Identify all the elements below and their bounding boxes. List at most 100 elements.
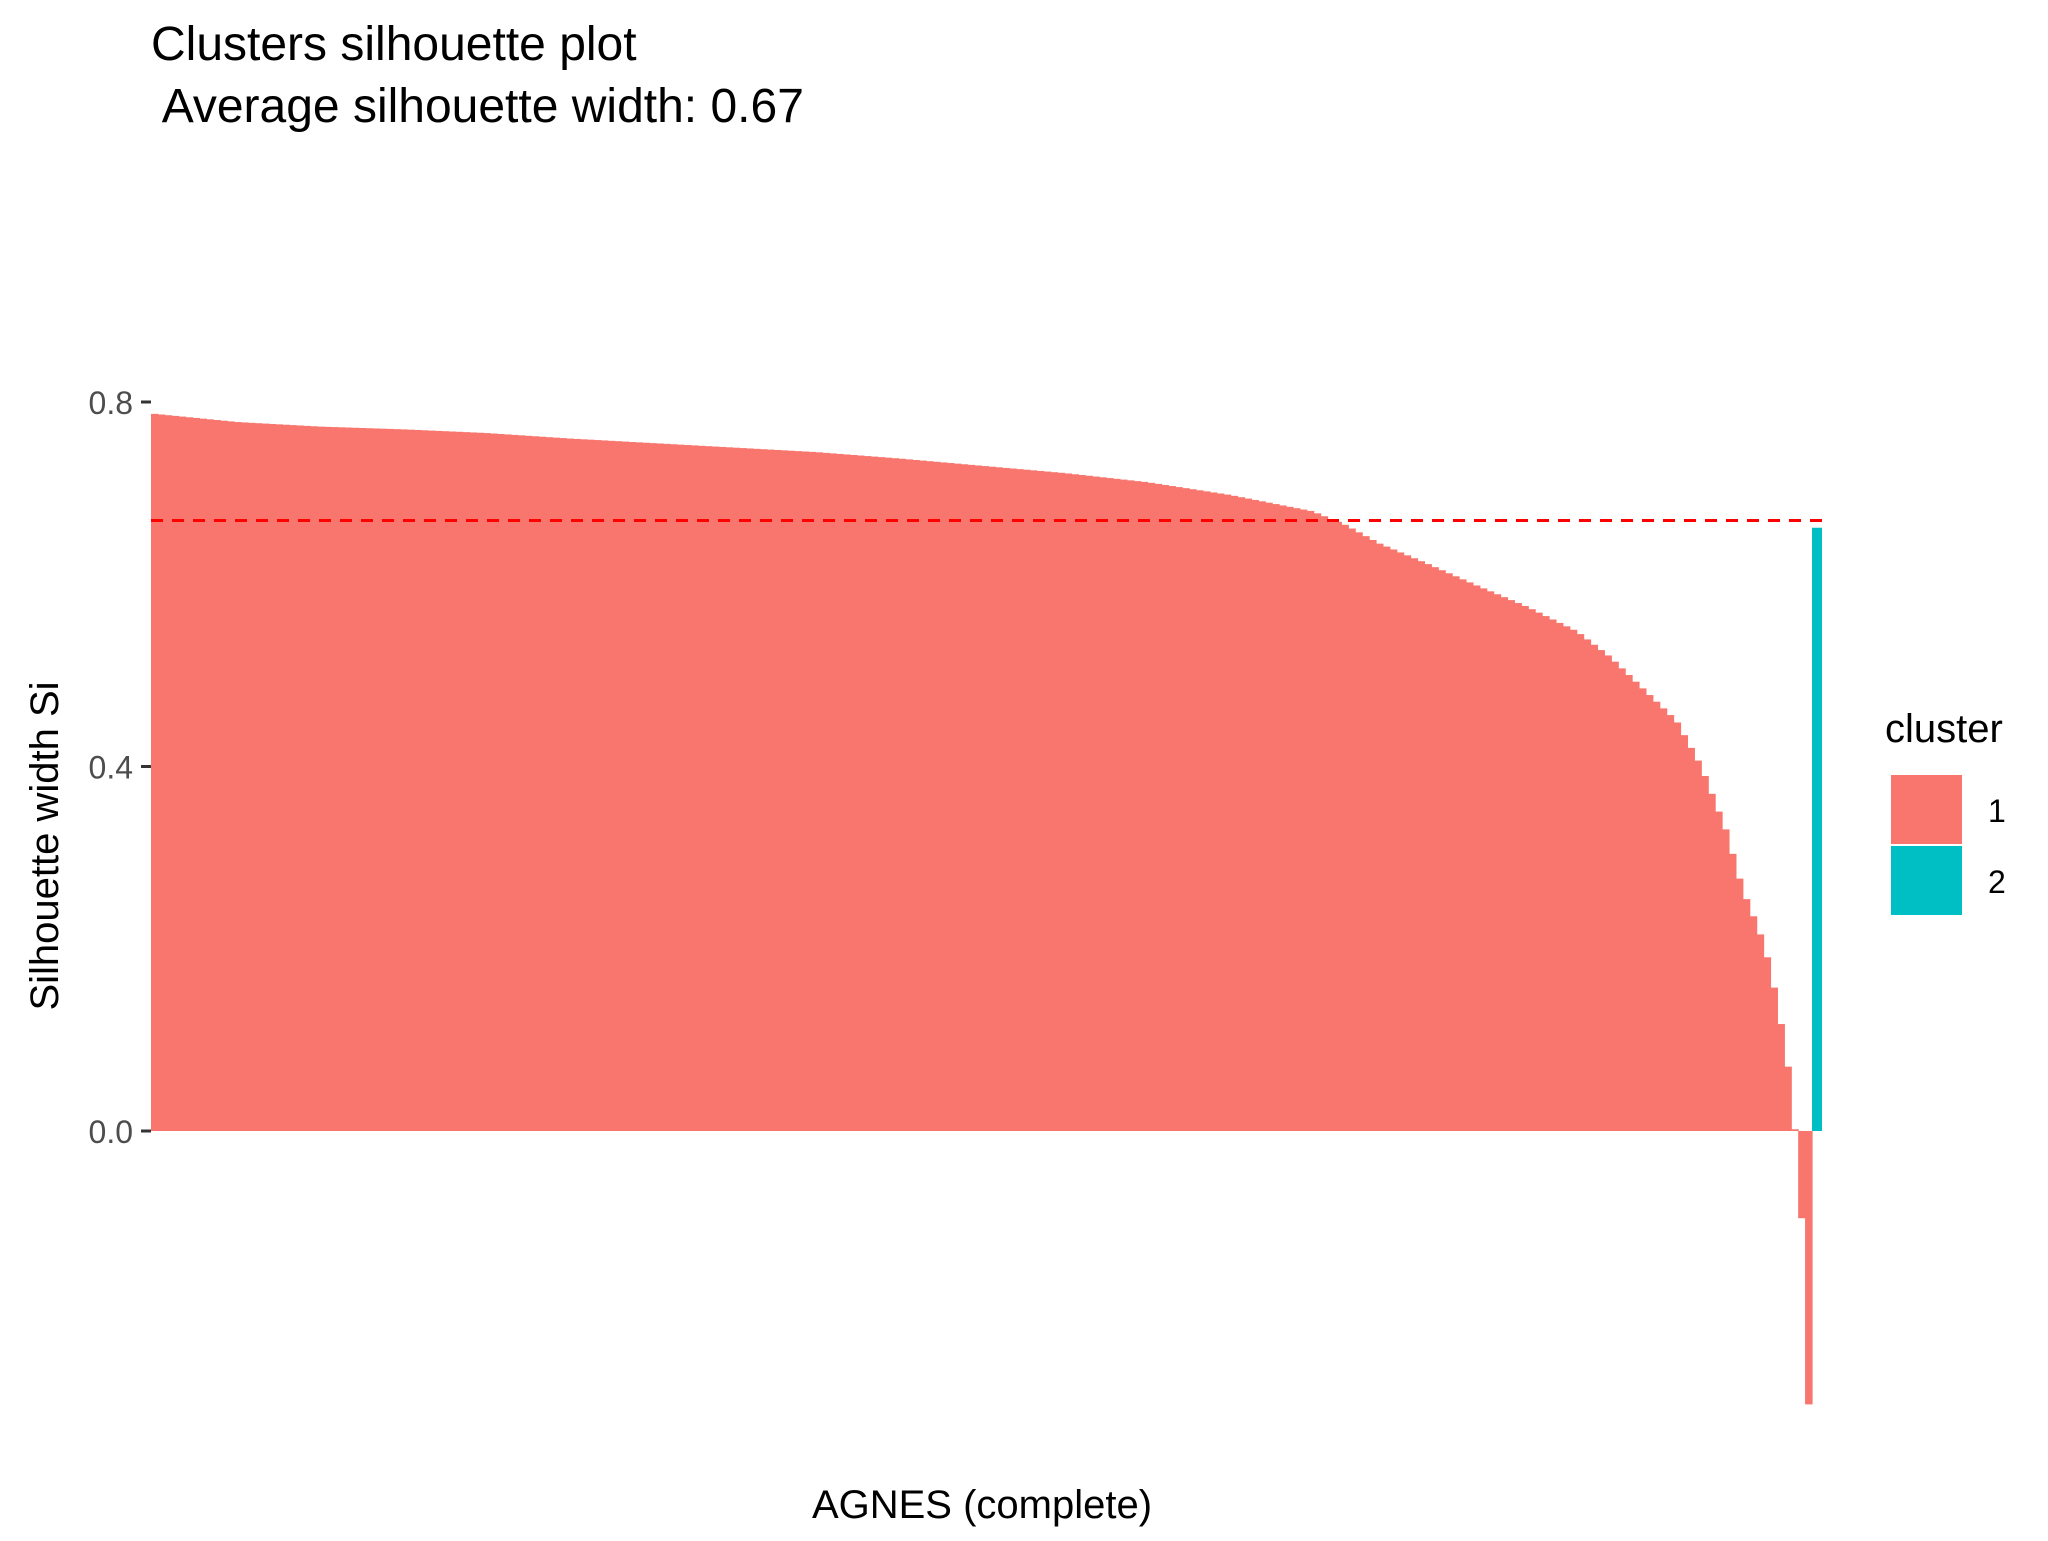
bar-cluster-1 xyxy=(974,465,983,1132)
bar-cluster-1 xyxy=(704,446,713,1131)
bar-cluster-1 xyxy=(939,462,948,1131)
bar-cluster-1 xyxy=(711,446,720,1131)
bar-cluster-1 xyxy=(275,424,284,1132)
bar-cluster-1 xyxy=(1327,519,1336,1131)
bar-cluster-1 xyxy=(545,437,554,1131)
bar-cluster-1 xyxy=(483,433,491,1131)
bar-cluster-1 xyxy=(870,456,879,1132)
bar-cluster-1 xyxy=(995,467,1003,1131)
bar-cluster-1 xyxy=(1805,1131,1813,1405)
bar-cluster-1 xyxy=(476,432,484,1131)
bar-cluster-1 xyxy=(1493,594,1502,1131)
bar-cluster-1 xyxy=(497,433,505,1131)
bar-cluster-1 xyxy=(1618,668,1626,1131)
bar-cluster-1 xyxy=(1126,480,1135,1131)
bar-cluster-1 xyxy=(663,443,671,1131)
bar-cluster-1 xyxy=(739,448,747,1132)
bar-cluster-1 xyxy=(1542,616,1550,1131)
bar-cluster-1 xyxy=(448,431,457,1131)
bar-cluster-1 xyxy=(1286,506,1294,1131)
bar-cluster-1 xyxy=(330,427,339,1132)
bar-cluster-1 xyxy=(898,458,906,1131)
bar-cluster-1 xyxy=(234,422,242,1131)
bar-cluster-1 xyxy=(607,440,616,1132)
bar-cluster-1 xyxy=(1708,793,1716,1131)
y-axis-label: Silhouette width Si xyxy=(23,681,67,1010)
bar-cluster-1 xyxy=(1715,811,1723,1131)
bar-cluster-1 xyxy=(1410,558,1419,1131)
bar-cluster-1 xyxy=(1465,582,1474,1131)
bar-cluster-1 xyxy=(254,423,263,1132)
bar-cluster-1 xyxy=(1590,644,1599,1131)
bar-cluster-1 xyxy=(787,450,796,1131)
bar-cluster-1 xyxy=(1638,688,1647,1131)
bar-cluster-1 xyxy=(1680,735,1689,1131)
bar-cluster-1 xyxy=(670,444,678,1131)
bar-cluster-1 xyxy=(836,453,844,1131)
bar-cluster-1 xyxy=(1202,491,1211,1131)
bar-cluster-1 xyxy=(725,447,733,1131)
bar-cluster-1 xyxy=(773,449,782,1132)
bar-cluster-1 xyxy=(635,442,643,1131)
bar-cluster-1 xyxy=(850,455,858,1131)
bar-cluster-1 xyxy=(649,443,657,1131)
bar-cluster-1 xyxy=(1369,539,1377,1131)
bar-cluster-1 xyxy=(1417,561,1426,1131)
bar-cluster-1 xyxy=(1555,622,1564,1131)
y-tick-label: 0.8 xyxy=(89,385,133,421)
bar-cluster-1 xyxy=(407,429,415,1131)
bar-cluster-1 xyxy=(912,459,920,1131)
bar-cluster-1 xyxy=(1687,747,1695,1131)
bar-cluster-1 xyxy=(628,441,637,1132)
bar-cluster-1 xyxy=(718,446,727,1131)
bar-cluster-1 xyxy=(1099,477,1107,1131)
bar-cluster-1 xyxy=(815,452,823,1132)
bar-cluster-1 xyxy=(573,438,581,1131)
bar-cluster-1 xyxy=(351,427,360,1131)
bar-cluster-1 xyxy=(1452,576,1460,1131)
bar-cluster-1 xyxy=(157,414,166,1131)
bar-cluster-1 xyxy=(1604,655,1612,1131)
bar-cluster-1 xyxy=(1147,482,1156,1132)
bar-cluster-1 xyxy=(1292,508,1301,1131)
bar-cluster-1 xyxy=(420,430,429,1131)
bar-cluster-1 xyxy=(1424,564,1432,1131)
bar-cluster-1 xyxy=(732,447,740,1131)
legend-label-cluster-1: 1 xyxy=(1988,793,2006,829)
bar-cluster-1 xyxy=(1583,639,1592,1131)
bar-cluster-1 xyxy=(1244,498,1253,1132)
bar-cluster-1 xyxy=(1611,661,1619,1131)
bar-cluster-1 xyxy=(227,421,235,1131)
bars-layer xyxy=(151,413,1822,1405)
bar-cluster-1 xyxy=(829,453,837,1131)
bar-cluster-1 xyxy=(1666,715,1675,1131)
bar-cluster-1 xyxy=(1576,634,1585,1131)
bar-cluster-1 xyxy=(192,417,201,1132)
bar-cluster-1 xyxy=(1784,1066,1792,1131)
bar-cluster-1 xyxy=(1009,468,1017,1131)
bar-cluster-1 xyxy=(427,430,436,1132)
bar-cluster-1 xyxy=(794,451,803,1131)
bar-cluster-1 xyxy=(1230,495,1239,1132)
bar-cluster-1 xyxy=(1029,470,1038,1131)
bar-cluster-1 xyxy=(642,442,650,1131)
bar-cluster-1 xyxy=(697,445,706,1131)
legend: cluster 1 2 xyxy=(1885,707,2006,915)
bar-cluster-1 xyxy=(1161,484,1169,1132)
bar-cluster-1 xyxy=(289,425,297,1131)
bar-cluster-1 xyxy=(843,454,851,1132)
bar-cluster-1 xyxy=(1763,957,1772,1131)
bar-cluster-1 xyxy=(753,448,761,1132)
bar-cluster-1 xyxy=(1036,470,1045,1132)
legend-key-cluster-2 xyxy=(1891,846,1962,915)
bar-cluster-1 xyxy=(1375,543,1384,1131)
bar-cluster-1 xyxy=(1209,492,1218,1131)
chart-title: Clusters silhouette plot xyxy=(151,18,637,71)
bar-cluster-1 xyxy=(1216,493,1225,1131)
bar-cluster-1 xyxy=(1265,502,1273,1131)
bar-cluster-1 xyxy=(1514,603,1522,1131)
bar-cluster-1 xyxy=(856,455,865,1131)
bar-cluster-1 xyxy=(1549,619,1557,1131)
bar-cluster-1 xyxy=(1798,1131,1806,1219)
